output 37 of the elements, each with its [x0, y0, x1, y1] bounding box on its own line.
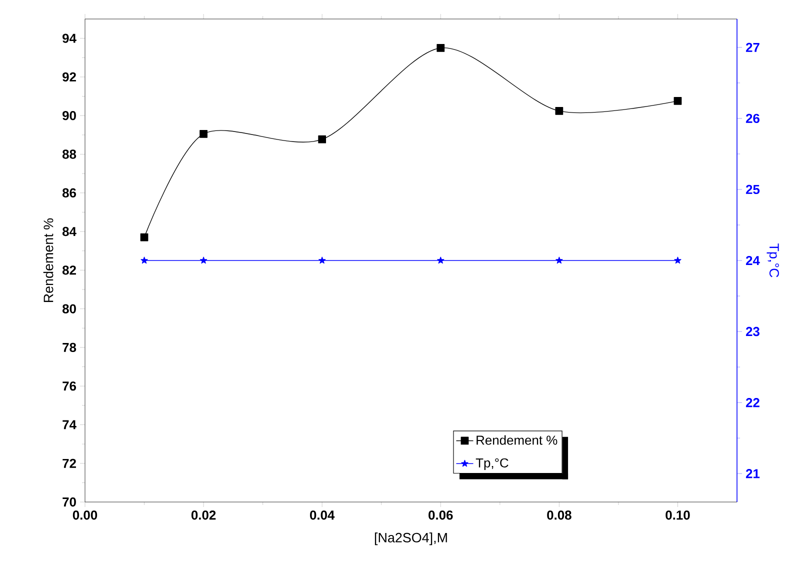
y-tick-label: 88 — [62, 150, 76, 159]
point — [200, 130, 208, 138]
y-tick-label: 76 — [62, 381, 76, 391]
y2-axis-title: Tp,°C — [766, 244, 779, 278]
y-tick-label: 94 — [62, 34, 76, 43]
y2-tick-label: 21 — [746, 469, 760, 478]
y2-tick-label: 23 — [746, 326, 760, 336]
point — [140, 233, 148, 242]
point — [436, 44, 445, 52]
y-tick-label: 90 — [62, 111, 76, 120]
y-tick-label: 86 — [62, 188, 76, 198]
x-tick-label: 0.06 — [428, 510, 453, 520]
y-axis-title: Rendement % — [43, 218, 54, 302]
point — [674, 96, 682, 105]
point — [555, 107, 564, 115]
y2-tick-label: 22 — [746, 398, 760, 408]
y2-tick-label: 24 — [746, 256, 760, 266]
legend-label: Rendement % — [476, 435, 558, 445]
y-tick-label: 84 — [62, 226, 76, 236]
y-tick-label: 74 — [62, 420, 76, 430]
x-tick-label: 0.02 — [191, 510, 216, 520]
y-tick-label: 82 — [62, 266, 76, 275]
y2-tick-label: 27 — [746, 42, 760, 52]
x-axis-title: [Na2SO4],M — [374, 532, 447, 546]
y-tick-label: 80 — [62, 304, 76, 314]
x-tick-label: 0.00 — [72, 510, 98, 520]
y2-tick-label: 25 — [746, 184, 760, 194]
y-tick-label: 72 — [62, 458, 76, 468]
point — [318, 135, 326, 144]
y-tick-label: 78 — [62, 342, 76, 352]
legend-label: Tp,°C — [476, 458, 508, 470]
y2-tick-label: 26 — [746, 114, 760, 124]
y-tick-label: 92 — [62, 72, 76, 82]
x-tick-label: 0.08 — [547, 510, 572, 520]
x-tick-label: 0.04 — [310, 510, 335, 520]
y-tick-label: 70 — [62, 497, 76, 507]
x-tick-label: 0.10 — [666, 510, 690, 520]
